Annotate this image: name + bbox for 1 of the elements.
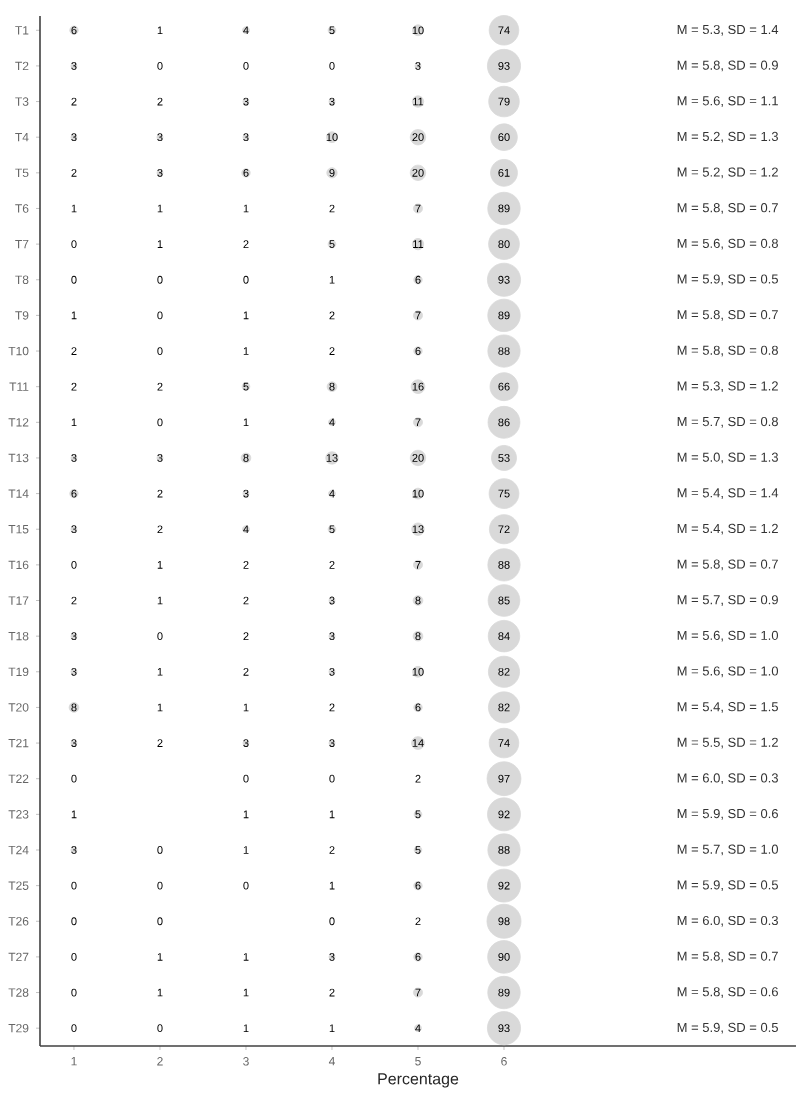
x-axis-title: Percentage [378, 1073, 459, 1088]
